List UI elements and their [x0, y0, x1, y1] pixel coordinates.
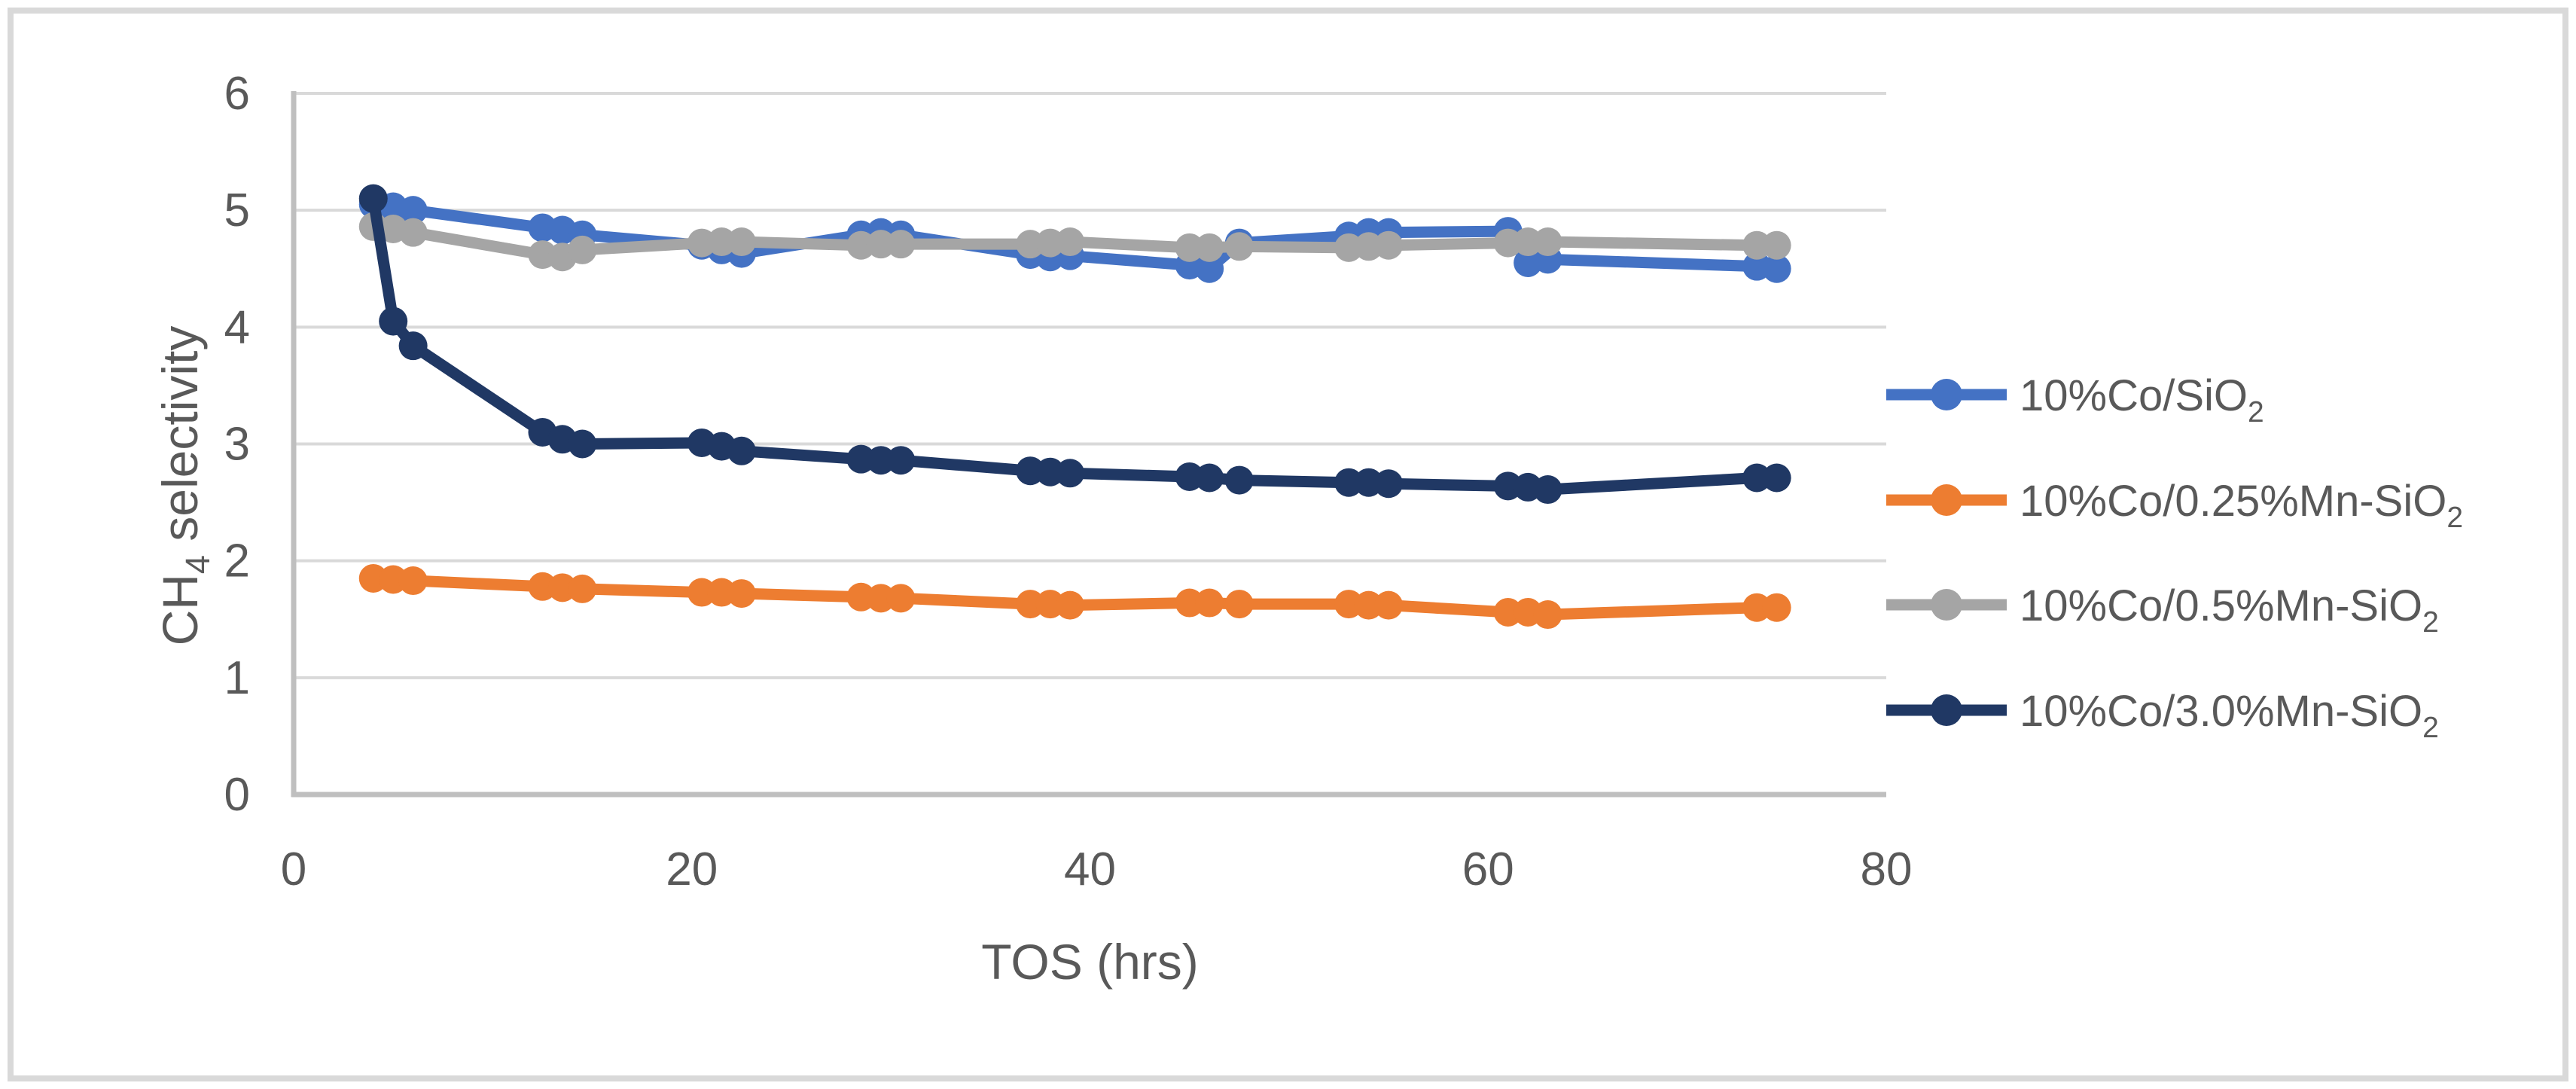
series-marker-10-co-3-0-mn-sio2 [1533, 475, 1562, 505]
y-axis-title: CH4 selectivity [152, 326, 217, 646]
series-marker-10-co-0-25-mn-sio2 [1354, 590, 1383, 620]
series-marker-10-co-3-0-mn-sio2 [1334, 468, 1364, 497]
series-marker-10-co-0-5-mn-sio2 [866, 230, 895, 259]
series-marker-10-co-3-0-mn-sio2 [358, 184, 388, 213]
x-tick-label: 0 [281, 843, 306, 895]
series-marker-10-co-sio2 [398, 196, 428, 225]
legend-label-10-co-sio2: 10%Co/SiO2 [2020, 371, 2264, 429]
x-tick-label: 40 [1064, 843, 1116, 895]
series-marker-10-co-0-25-mn-sio2 [886, 584, 916, 613]
series-marker-10-co-0-5-mn-sio2 [1533, 227, 1562, 257]
series-marker-10-co-0-5-mn-sio2 [1514, 227, 1543, 257]
series-marker-10-co-3-0-mn-sio2 [1224, 465, 1254, 495]
legend-label-10-co-0-5-mn-sio2: 10%Co/0.5%Mn-SiO2 [2020, 581, 2439, 639]
legend-label-10-co-3-0-mn-sio2: 10%Co/3.0%Mn-SiO2 [2020, 687, 2439, 744]
series-marker-10-co-3-0-mn-sio2 [727, 436, 756, 465]
series-marker-10-co-0-25-mn-sio2 [727, 579, 756, 609]
series-marker-10-co-0-5-mn-sio2 [727, 227, 756, 257]
series-marker-10-co-0-5-mn-sio2 [568, 235, 597, 264]
series-marker-10-co-0-5-mn-sio2 [707, 227, 736, 257]
series-marker-10-co-0-25-mn-sio2 [398, 566, 428, 596]
series-marker-10-co-0-5-mn-sio2 [1224, 232, 1254, 261]
legend-marker-dot-10-co-0-5-mn-sio2 [1931, 589, 1962, 621]
series-marker-10-co-3-0-mn-sio2 [1195, 463, 1224, 493]
series-marker-10-co-0-5-mn-sio2 [1175, 233, 1204, 262]
series-marker-10-co-0-5-mn-sio2 [1195, 233, 1224, 262]
y-tick-label: 0 [224, 769, 250, 821]
x-axis-title: TOS (hrs) [981, 934, 1198, 990]
series-marker-10-co-0-25-mn-sio2 [1195, 588, 1224, 618]
series-marker-10-co-3-0-mn-sio2 [886, 446, 916, 475]
y-tick-label: 5 [224, 185, 250, 236]
series-marker-10-co-0-25-mn-sio2 [1374, 590, 1404, 620]
series-marker-10-co-0-25-mn-sio2 [1056, 590, 1085, 620]
y-tick-label: 6 [224, 68, 250, 120]
series-marker-10-co-0-25-mn-sio2 [1016, 590, 1045, 619]
series-marker-10-co-3-0-mn-sio2 [866, 446, 895, 475]
x-tick-label: 20 [666, 843, 718, 895]
series-marker-10-co-0-25-mn-sio2 [866, 584, 895, 613]
series-marker-10-co-3-0-mn-sio2 [1762, 463, 1791, 493]
series-marker-10-co-0-25-mn-sio2 [1175, 588, 1204, 618]
series-marker-10-co-0-5-mn-sio2 [886, 230, 916, 259]
series-marker-10-co-0-5-mn-sio2 [398, 218, 428, 247]
series-marker-10-co-3-0-mn-sio2 [568, 429, 597, 459]
series-marker-10-co-3-0-mn-sio2 [1742, 463, 1772, 493]
legend-marker-dot-10-co-3-0-mn-sio2 [1931, 694, 1962, 726]
series-marker-10-co-sio2 [1195, 254, 1224, 283]
series-marker-10-co-0-25-mn-sio2 [1533, 600, 1562, 630]
series-marker-10-co-0-25-mn-sio2 [1762, 593, 1791, 622]
legend-marker-dot-10-co-0-25-mn-sio2 [1931, 484, 1962, 516]
series-marker-10-co-3-0-mn-sio2 [1374, 469, 1404, 499]
series-marker-10-co-0-25-mn-sio2 [1742, 593, 1772, 622]
series-marker-10-co-3-0-mn-sio2 [1056, 459, 1085, 488]
series-marker-10-co-0-25-mn-sio2 [1224, 590, 1254, 619]
y-tick-label: 3 [224, 419, 250, 471]
series-marker-10-co-0-25-mn-sio2 [687, 578, 716, 607]
y-tick-label: 2 [224, 535, 250, 587]
series-marker-10-co-0-25-mn-sio2 [568, 574, 597, 603]
series-marker-10-co-3-0-mn-sio2 [398, 331, 428, 361]
figure-border [8, 8, 2568, 1081]
legend-marker-dot-10-co-sio2 [1931, 379, 1962, 410]
x-tick-label: 60 [1462, 843, 1514, 895]
x-tick-label: 80 [1861, 843, 1913, 895]
y-tick-label: 4 [224, 301, 250, 353]
series-marker-10-co-3-0-mn-sio2 [379, 307, 408, 336]
legend-label-10-co-0-25-mn-sio2: 10%Co/0.25%Mn-SiO2 [2020, 477, 2463, 534]
series-marker-10-co-0-5-mn-sio2 [1056, 227, 1085, 257]
series-marker-10-co-sio2 [1762, 254, 1791, 283]
series-marker-10-co-0-5-mn-sio2 [1374, 230, 1404, 260]
series-marker-10-co-0-5-mn-sio2 [1762, 230, 1791, 260]
series-marker-10-co-0-25-mn-sio2 [1493, 597, 1523, 627]
y-tick-label: 1 [224, 652, 250, 704]
series-marker-10-co-0-5-mn-sio2 [1742, 230, 1772, 260]
